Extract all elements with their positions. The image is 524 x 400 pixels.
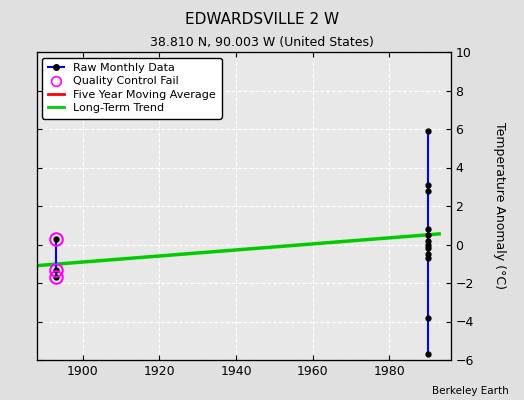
Legend: Raw Monthly Data, Quality Control Fail, Five Year Moving Average, Long-Term Tren: Raw Monthly Data, Quality Control Fail, … bbox=[42, 58, 222, 119]
Text: 38.810 N, 90.003 W (United States): 38.810 N, 90.003 W (United States) bbox=[150, 36, 374, 49]
Text: EDWARDSVILLE 2 W: EDWARDSVILLE 2 W bbox=[185, 12, 339, 27]
Y-axis label: Temperature Anomaly (°C): Temperature Anomaly (°C) bbox=[493, 122, 506, 290]
Text: Berkeley Earth: Berkeley Earth bbox=[432, 386, 508, 396]
